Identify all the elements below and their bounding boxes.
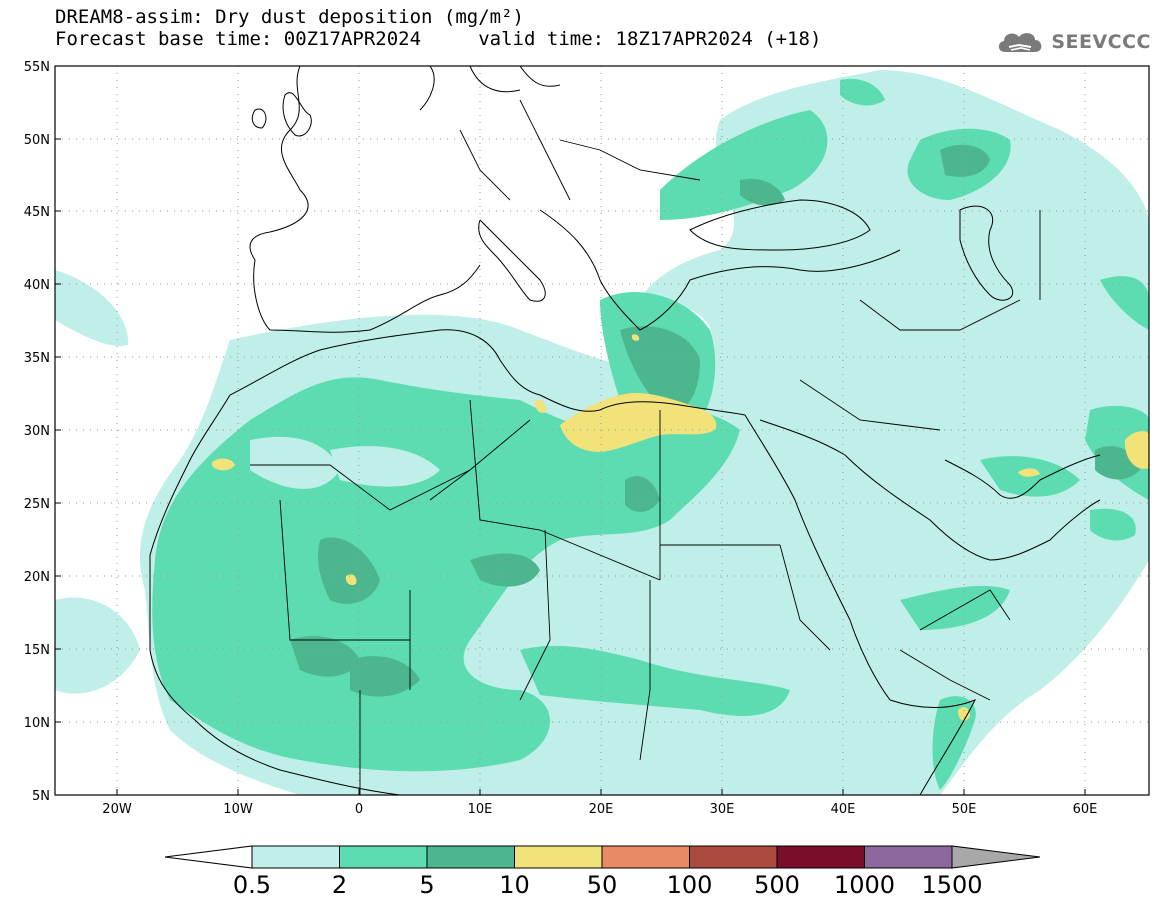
lat-label: 20N [24, 570, 50, 585]
colorbar-high-arrow [951, 845, 1041, 869]
colorbar-label: 2 [332, 871, 347, 899]
lat-label: 10N [24, 716, 50, 731]
lat-label: 55N [24, 60, 50, 75]
dust-field [55, 66, 1149, 795]
lon-label: 20E [589, 802, 614, 817]
colorbar: 0.5 2 5 10 50 100 500 1000 1500 [164, 845, 1041, 899]
colorbar-segment [339, 845, 428, 869]
colorbar-label: 1500 [921, 871, 982, 899]
lat-label: 40N [24, 278, 50, 293]
lon-labels: 20W 10W 0 10E 20E 30E 40E 50E 60E [102, 802, 1097, 817]
lon-label: 10W [223, 802, 253, 817]
lon-label: 20W [102, 802, 132, 817]
colorbar-segment [689, 845, 778, 869]
colorbar-low-arrow [164, 845, 253, 869]
colorbar-segment [514, 845, 603, 869]
lat-label: 15N [24, 643, 50, 658]
lon-label: 10E [468, 802, 493, 817]
colorbar-label: 50 [587, 871, 618, 899]
cloud-icon [999, 33, 1042, 52]
lat-label: 30N [24, 424, 50, 439]
lat-labels: 55N 50N 45N 40N 35N 30N 25N 20N 15N 10N … [24, 60, 50, 804]
lon-label: 0 [355, 802, 363, 817]
lon-label: 30E [710, 802, 735, 817]
colorbar-segment [776, 845, 865, 869]
title-line-1: DREAM8-assim: Dry dust deposition (mg/m²… [55, 6, 524, 28]
seevccc-logo: SEEVCCC [995, 28, 1151, 56]
logo-text: SEEVCCC [1051, 31, 1151, 53]
coastlines [149, 66, 1101, 795]
colorbar-label: 100 [667, 871, 713, 899]
colorbar-label: 500 [754, 871, 800, 899]
lat-label: 45N [24, 205, 50, 220]
colorbar-segment [864, 845, 953, 869]
lon-label: 60E [1073, 802, 1098, 817]
colorbar-label: 1000 [834, 871, 895, 899]
colorbar-segment [426, 845, 515, 869]
colorbar-segment [601, 845, 690, 869]
lat-label: 50N [24, 133, 50, 148]
lat-label: 35N [24, 351, 50, 366]
colorbar-segment [251, 845, 340, 869]
lon-label: 50E [952, 802, 977, 817]
map-title: DREAM8-assim: Dry dust deposition (mg/m²… [55, 6, 821, 50]
colorbar-label: 5 [419, 871, 434, 899]
country-borders [250, 99, 1041, 795]
dust-level-2 [152, 78, 1149, 790]
title-line-2: Forecast base time: 00Z17APR2024 valid t… [55, 28, 822, 50]
lat-label: 25N [24, 497, 50, 512]
dust-level-10 [212, 334, 1149, 721]
axis-ticks [55, 138, 1086, 795]
lon-label: 40E [831, 802, 856, 817]
lat-label: 5N [32, 789, 50, 804]
colorbar-label: 0.5 [233, 871, 271, 899]
colorbar-label: 10 [499, 871, 530, 899]
